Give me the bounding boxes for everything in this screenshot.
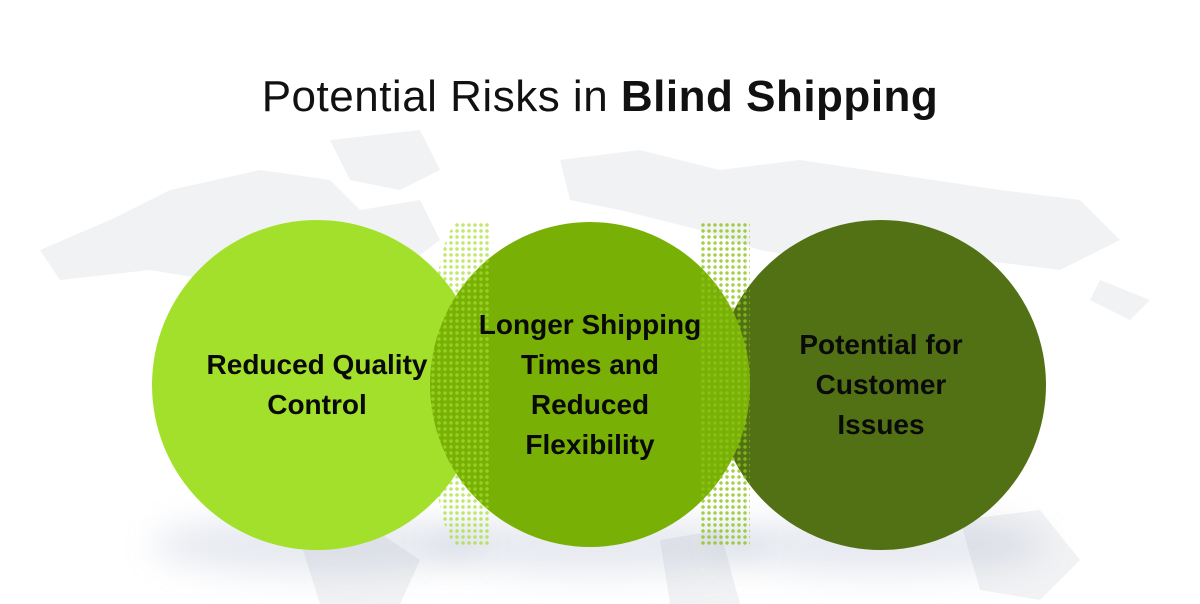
risk-label: Potential for Customer Issues xyxy=(799,329,963,440)
page-title: Potential Risks in Blind Shipping xyxy=(0,72,1200,122)
risk-circle-customer-issues: Potential for Customer Issues xyxy=(716,220,1046,550)
title-bold: Blind Shipping xyxy=(620,72,939,121)
risk-circle-quality-control: Reduced Quality Control xyxy=(152,220,482,550)
risk-circle-shipping-times: Longer Shipping Times and Reduced Flexib… xyxy=(430,222,750,547)
title-regular: Potential Risks in xyxy=(261,72,621,121)
risk-label: Reduced Quality Control xyxy=(206,349,428,420)
risk-label: Longer Shipping Times and Reduced Flexib… xyxy=(478,308,702,460)
